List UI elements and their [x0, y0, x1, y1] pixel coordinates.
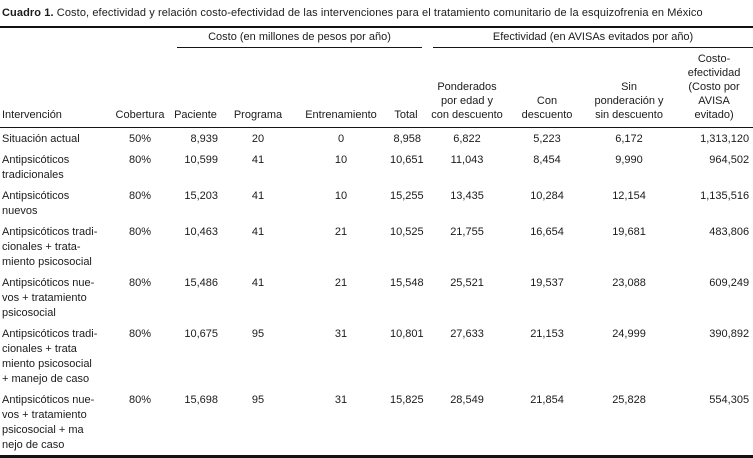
cell-avisas-ponderados: 25,521: [450, 277, 484, 289]
cell-cobertura: 80%: [128, 394, 152, 406]
cell-avisas-ponderados: 28,549: [450, 394, 484, 406]
cell-costo-efectividad: 554,305: [709, 394, 750, 406]
cell-total: 15,825: [390, 394, 424, 406]
cell-avisas-con-descuento: 19,537: [530, 277, 564, 289]
cell-costo-efectividad: 1,135,516: [700, 190, 750, 202]
cell-cobertura: 80%: [128, 328, 152, 340]
cell-costo-efectividad: 609,249: [709, 277, 750, 289]
col-header-con-descuento: Con descuento: [511, 48, 584, 128]
cell-paciente: 10,599: [184, 154, 218, 166]
cell-programa: 95: [251, 328, 265, 340]
group-header-row: Costo (en millones de pesos por año) Efe…: [0, 27, 753, 48]
cell-programa: 41: [251, 154, 265, 166]
cell-avisas-ponderados: 6,822: [453, 133, 481, 145]
cell-avisas-sin-ponderacion: 24,999: [612, 328, 646, 340]
cell-paciente: 8,939: [190, 133, 218, 145]
cell-avisas-sin-ponderacion: 23,088: [612, 277, 646, 289]
cell-cobertura: 80%: [128, 277, 152, 289]
cell-avisas-con-descuento: 8,454: [533, 154, 561, 166]
cell-entrenamiento: 10: [334, 190, 348, 202]
cell-total: 15,255: [390, 190, 424, 202]
cell-total: 10,801: [390, 328, 424, 340]
col-header-intervencion: Intervención: [0, 48, 112, 128]
cell-total: 15,548: [390, 277, 424, 289]
cell-avisas-sin-ponderacion: 9,990: [615, 154, 643, 166]
cell-paciente: 15,203: [184, 190, 218, 202]
cell-cobertura: 80%: [128, 190, 152, 202]
column-header-row: Intervención Cobertura Paciente Programa…: [0, 48, 753, 128]
col-header-programa: Programa: [223, 48, 293, 128]
col-header-paciente: Paciente: [168, 48, 223, 128]
col-header-cobertura: Cobertura: [112, 48, 168, 128]
col-header-ponderados: Ponderados por edad y con descuento: [423, 48, 512, 128]
col-header-costo-efectividad: Costo-efectividad (Costo por AVISA evita…: [675, 48, 753, 128]
col-header-sin-ponderacion: Sin ponderación y sin descuento: [583, 48, 676, 128]
table-caption-text: Costo, efectividad y relación costo-efec…: [56, 7, 703, 19]
cell-total: 10,525: [390, 226, 424, 238]
cell-programa: 41: [251, 277, 265, 289]
table-row: Antipsicóticos tradi- cionales + trata m…: [0, 323, 753, 389]
cell-avisas-sin-ponderacion: 25,828: [612, 394, 646, 406]
cell-avisas-con-descuento: 21,153: [530, 328, 564, 340]
group-header-efectividad: Efectividad (en AVISAs evitados por año): [433, 31, 753, 48]
cell-avisas-ponderados: 21,755: [450, 226, 484, 238]
cell-avisas-con-descuento: 10,284: [530, 190, 564, 202]
cell-intervencion: Antipsicóticos tradi- cionales + trata m…: [2, 328, 98, 385]
cell-cobertura: 50%: [128, 133, 152, 145]
group-header-costo-cell: Costo (en millones de pesos por año): [168, 27, 423, 48]
cell-avisas-ponderados: 13,435: [450, 190, 484, 202]
cell-avisas-con-descuento: 16,654: [530, 226, 564, 238]
cell-avisas-con-descuento: 21,854: [530, 394, 564, 406]
cell-costo-efectividad: 964,502: [709, 154, 750, 166]
cell-intervencion: Antipsicóticos nuevos: [2, 190, 70, 217]
cell-intervencion: Antipsicóticos nue- vos + tratamiento ps…: [2, 277, 95, 319]
cell-cobertura: 80%: [128, 226, 152, 238]
cell-avisas-sin-ponderacion: 19,681: [612, 226, 646, 238]
cell-avisas-ponderados: 27,633: [450, 328, 484, 340]
cell-avisas-sin-ponderacion: 6,172: [615, 133, 643, 145]
cell-intervencion: Antipsicóticos tradicionales: [2, 154, 70, 181]
cell-intervencion: Antipsicóticos nue- vos + tratamiento ps…: [2, 394, 95, 451]
table-row: Antipsicóticos nue- vos + tratamiento ps…: [0, 389, 753, 457]
cell-costo-efectividad: 1,313,120: [700, 133, 750, 145]
table-row: Antipsicóticos nue- vos + tratamiento ps…: [0, 272, 753, 323]
col-header-entrenamiento: Entrenamiento: [293, 48, 389, 128]
cell-entrenamiento: 31: [334, 328, 348, 340]
table-row: Antipsicóticos nuevos 80% 15,203 41 10 1…: [0, 185, 753, 221]
table-caption: Cuadro 1. Costo, efectividad y relación …: [0, 0, 753, 26]
table-number: Cuadro 1.: [2, 7, 54, 19]
cell-programa: 95: [251, 394, 265, 406]
cell-avisas-sin-ponderacion: 12,154: [612, 190, 646, 202]
group-header-costo: Costo (en millones de pesos por año): [177, 31, 423, 48]
cell-total: 8,958: [393, 133, 422, 145]
cell-costo-efectividad: 390,892: [709, 328, 750, 340]
table-row: Antipsicóticos tradicionales 80% 10,599 …: [0, 149, 753, 185]
cell-costo-efectividad: 483,806: [709, 226, 750, 238]
cell-total: 10,651: [390, 154, 424, 166]
cell-avisas-con-descuento: 5,223: [533, 133, 561, 145]
cell-programa: 41: [251, 226, 265, 238]
cell-paciente: 10,675: [184, 328, 218, 340]
cell-programa: 20: [251, 133, 265, 145]
group-header-spacer: [0, 27, 168, 48]
cell-paciente: 15,698: [184, 394, 218, 406]
cost-effectiveness-table: Costo (en millones de pesos por año) Efe…: [0, 26, 753, 458]
group-header-efectividad-cell: Efectividad (en AVISAs evitados por año): [423, 27, 753, 48]
cell-entrenamiento: 10: [334, 154, 348, 166]
cell-intervencion: Situación actual: [2, 133, 80, 145]
cell-paciente: 10,463: [184, 226, 218, 238]
cell-entrenamiento: 0: [337, 133, 345, 145]
cell-entrenamiento: 21: [334, 226, 348, 238]
table-row: Situación actual 50% 8,939 20 0 8,958 6,…: [0, 128, 753, 150]
cell-entrenamiento: 21: [334, 277, 348, 289]
cell-entrenamiento: 31: [334, 394, 348, 406]
cell-programa: 41: [251, 190, 265, 202]
col-header-total: Total: [389, 48, 424, 128]
table-row: Antipsicóticos tradi- cionales + trata- …: [0, 221, 753, 272]
cell-cobertura: 80%: [128, 154, 152, 166]
cell-paciente: 15,486: [184, 277, 218, 289]
cell-intervencion: Antipsicóticos tradi- cionales + trata- …: [2, 226, 98, 268]
cell-avisas-ponderados: 11,043: [450, 154, 484, 166]
